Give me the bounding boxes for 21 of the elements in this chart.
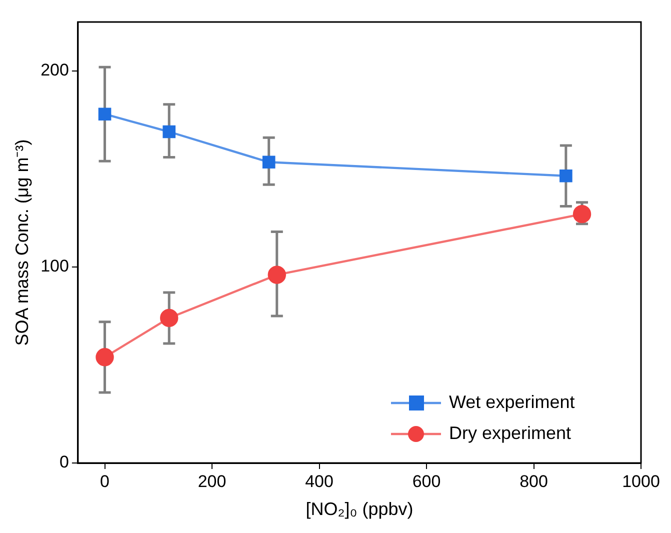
point bbox=[572, 204, 592, 224]
point bbox=[160, 308, 178, 328]
y-tick-label: 0 bbox=[59, 452, 69, 472]
point bbox=[98, 108, 112, 121]
point bbox=[262, 156, 276, 169]
y-tick-label: 200 bbox=[40, 60, 69, 80]
point bbox=[96, 348, 114, 366]
point bbox=[162, 125, 176, 138]
x-tick-label: 200 bbox=[198, 472, 226, 491]
point bbox=[268, 266, 286, 284]
x-tick-label: 1000 bbox=[622, 472, 660, 491]
legend-label: Wet experiment bbox=[449, 392, 575, 412]
legend-label: Dry experiment bbox=[449, 422, 572, 443]
x-axis-title: [NO₂]₀ (ppbv) bbox=[306, 499, 414, 520]
y-axis-title: SOA mass Conc. (μg m⁻³) bbox=[12, 139, 32, 346]
point bbox=[560, 169, 572, 182]
y-tick-label: 100 bbox=[40, 256, 69, 276]
x-tick-label: 600 bbox=[412, 472, 441, 491]
x-tick-label: 0 bbox=[100, 472, 110, 491]
x-tick-label: 400 bbox=[305, 472, 334, 491]
x-tick-label: 800 bbox=[520, 472, 548, 491]
